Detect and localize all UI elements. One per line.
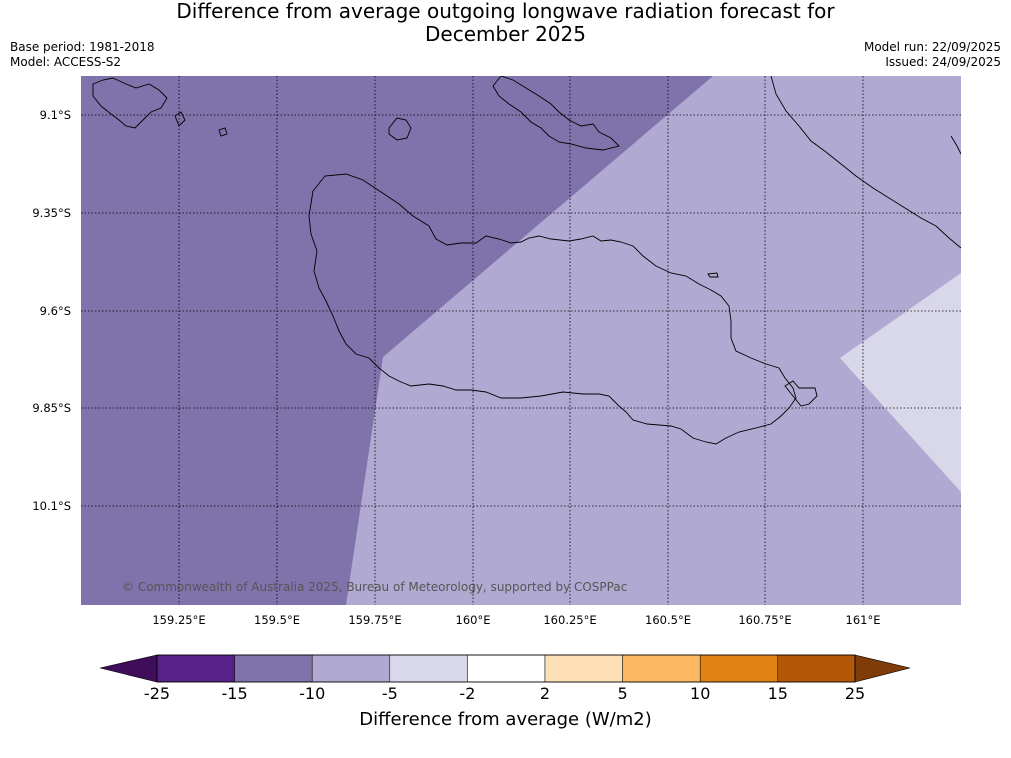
coastline-west-islands: [92, 77, 168, 129]
colorbar-tick: -5: [381, 684, 398, 703]
colorbar-segment: [467, 654, 546, 683]
coastline-guadalcanal: [308, 173, 797, 445]
meta-left: Base period: 1981-2018 Model: ACCESS-S2: [10, 40, 155, 70]
colorbar-tick: 15: [767, 684, 788, 703]
coastline-west-islet-2: [218, 127, 228, 137]
coastline-west-islet: [174, 111, 186, 127]
graticule: [81, 76, 961, 605]
meta-right: Model run: 22/09/2025 Issued: 24/09/2025: [864, 40, 1001, 70]
coastline-cape-islets: [784, 380, 818, 407]
title-line-1: Difference from average outgoing longwav…: [176, 0, 835, 23]
map-area: © Commonwealth of Australia 2025, Bureau…: [81, 76, 961, 605]
map-canvas: [81, 76, 961, 605]
colorbar-segment: [544, 654, 623, 683]
coastline-savo-island: [388, 117, 412, 141]
coastlines: [92, 76, 961, 445]
colorbar-tick: 5: [617, 684, 628, 703]
copyright-notice: © Commonwealth of Australia 2025, Bureau…: [122, 580, 628, 594]
lon-label: 159.75°E: [348, 613, 402, 627]
lon-label: 160.75°E: [738, 613, 792, 627]
colorbar-segment: [699, 654, 779, 683]
lon-label: 160.25°E: [543, 613, 597, 627]
region-mid: [346, 76, 961, 605]
colorbar-tick: 2: [539, 684, 551, 703]
lat-label: 9.6°S: [39, 304, 71, 318]
model-run: Model run: 22/09/2025: [863, 40, 1001, 54]
colorbar-tick: 25: [844, 684, 866, 703]
coastline-islet-mid: [707, 272, 719, 278]
coastline-northeast-island: [770, 76, 961, 249]
lon-label: 159.25°E: [152, 613, 206, 627]
colorbar-svg: [99, 654, 911, 683]
colorbar-segment: [234, 654, 313, 683]
lat-label: 9.85°S: [32, 401, 71, 415]
coastline-florida-islands: [492, 76, 620, 151]
lon-label: 161°E: [845, 613, 881, 627]
model-name: Model: ACCESS-S2: [10, 55, 122, 69]
colorbar-segment: [311, 654, 391, 683]
colorbar-extend-min: [99, 654, 158, 683]
colorbar-tick: -15: [221, 684, 248, 703]
coastline-east-island-tip: [950, 135, 961, 155]
colorbar-tick: 10: [690, 684, 711, 703]
colorbar-segment: [622, 654, 701, 683]
title-line-2: December 2025: [425, 22, 586, 46]
colorbar-outline: [156, 654, 856, 683]
lat-label: 9.1°S: [39, 108, 71, 122]
lon-label: 160.5°E: [645, 613, 691, 627]
colorbar-segment: [156, 654, 235, 683]
colorbar-extend-max: [854, 654, 911, 683]
lon-label: 160°E: [455, 613, 491, 627]
colorbar-segment: [777, 654, 856, 683]
colorbar: [99, 654, 912, 684]
colorbar-tick: -25: [143, 684, 171, 703]
lat-label: 9.35°S: [32, 206, 71, 220]
region-light: [840, 273, 961, 492]
colorbar-segment: [389, 654, 468, 683]
colorbar-tick: -10: [299, 684, 326, 703]
map-title: Difference from average outgoing longwav…: [0, 0, 1011, 46]
colorbar-title: Difference from average (W/m2): [359, 709, 652, 730]
lon-label: 159.5°E: [254, 613, 300, 627]
colorbar-tick: -2: [459, 684, 476, 703]
base-period: Base period: 1981-2018: [10, 40, 155, 54]
lat-label: 10.1°S: [32, 499, 71, 513]
issued-date: Issued: 24/09/2025: [885, 55, 1001, 69]
